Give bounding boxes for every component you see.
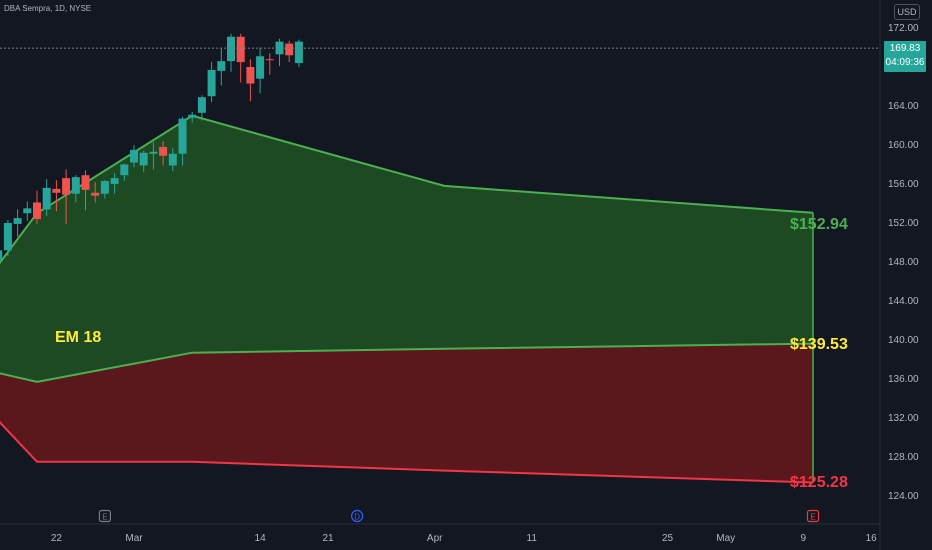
candle-body xyxy=(139,152,148,166)
candle-body xyxy=(217,61,226,71)
time-axis: 422Mar1421Apr1125May916 xyxy=(51,533,878,544)
dividend-marker-icon xyxy=(351,509,364,523)
bar-countdown: 04:09:36 xyxy=(885,57,925,68)
candle-body xyxy=(294,41,303,64)
candle-body xyxy=(42,187,51,210)
candle-body xyxy=(178,118,187,154)
price-tick-label: 128.00 xyxy=(888,452,919,463)
lower-band-line xyxy=(0,421,814,484)
event-marker-label: E xyxy=(810,513,815,522)
candle-body xyxy=(188,114,197,118)
time-tick-label: 14 xyxy=(255,533,267,544)
candle-body xyxy=(81,175,90,190)
candle-body xyxy=(110,178,119,184)
event-marker-label: D xyxy=(354,513,360,522)
upper-band-line xyxy=(0,114,814,265)
lower-band-label: $125.28 xyxy=(790,474,848,491)
candlesticks xyxy=(0,33,303,261)
candle-body xyxy=(227,36,235,62)
price-tick-label: 164.00 xyxy=(888,101,919,112)
earnings-marker-icon xyxy=(98,509,112,523)
price-tick-label: 156.00 xyxy=(888,179,919,190)
expected-move-bands xyxy=(0,114,814,484)
price-tick-label: 136.00 xyxy=(888,374,919,385)
candle-body xyxy=(0,250,3,261)
candle-body xyxy=(168,153,177,166)
time-tick-label: 11 xyxy=(527,533,538,544)
price-tick-label: 124.00 xyxy=(888,491,919,502)
event-marker-label: E xyxy=(102,513,107,522)
candle-body xyxy=(52,188,61,193)
candle-body xyxy=(13,218,22,224)
candle-body xyxy=(3,222,12,251)
time-tick-label: 21 xyxy=(322,533,334,544)
currency-button[interactable]: USD xyxy=(894,4,920,20)
candle-body xyxy=(246,66,255,84)
time-tick-label: May xyxy=(716,533,735,544)
candle-body xyxy=(285,43,294,56)
candle-body xyxy=(130,149,138,163)
expected-move-fills xyxy=(0,115,813,483)
price-axis: 124.00 128.00 132.00 136.00 140.00 144.00 148.… xyxy=(888,23,919,502)
candle-body xyxy=(207,69,216,97)
last-price-value: 169.83 xyxy=(889,43,921,54)
upper-band-label: $152.94 xyxy=(790,216,848,233)
candle-body xyxy=(120,164,129,176)
candle-body xyxy=(71,177,80,194)
time-tick-label: Mar xyxy=(125,533,143,544)
time-tick-label: 22 xyxy=(51,533,63,544)
candle-body xyxy=(100,181,109,194)
time-tick-label: 16 xyxy=(866,533,878,544)
price-tick-label: 160.00 xyxy=(888,140,919,151)
last-price-badge: 169.83 04:09:36 xyxy=(884,41,926,72)
price-tick-label: 132.00 xyxy=(888,413,919,424)
candle-body xyxy=(236,36,245,63)
price-tick-label: 144.00 xyxy=(888,296,919,307)
em-label: EM 18 xyxy=(55,329,101,346)
candle-body xyxy=(91,192,100,196)
candle-body xyxy=(33,202,41,220)
candle-body xyxy=(275,41,284,55)
price-tick-label: 140.00 xyxy=(888,335,919,346)
candle-body xyxy=(62,178,71,195)
price-tick-label: 148.00 xyxy=(888,257,919,268)
candle-body xyxy=(256,56,265,79)
time-tick-label: Apr xyxy=(427,533,443,544)
lower-move-fill xyxy=(0,343,813,483)
mid-band-label: $139.53 xyxy=(790,336,848,353)
upper-move-fill xyxy=(0,115,813,382)
candle-body xyxy=(265,59,274,61)
earnings-marker-icon xyxy=(806,509,820,523)
candle-body xyxy=(197,97,206,113)
time-tick-label: 25 xyxy=(662,533,674,544)
candle-body xyxy=(159,146,168,156)
time-tick-label: 9 xyxy=(801,533,807,544)
candle-body xyxy=(149,151,158,154)
price-tick-label: 172.00 xyxy=(888,23,919,34)
symbol-title[interactable]: DBA Sempra, 1D, NYSE xyxy=(4,4,92,13)
mid-band-line xyxy=(0,342,814,383)
candle-body xyxy=(23,208,32,214)
price-tick-label: 152.00 xyxy=(888,218,919,229)
